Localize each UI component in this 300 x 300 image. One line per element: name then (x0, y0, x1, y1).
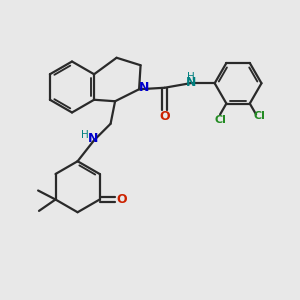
Text: Cl: Cl (214, 115, 226, 125)
Text: N: N (185, 76, 196, 89)
Text: H: H (187, 72, 195, 82)
Text: O: O (159, 110, 170, 123)
Text: O: O (117, 193, 127, 206)
Text: N: N (139, 81, 150, 94)
Text: H: H (81, 130, 89, 140)
Text: Cl: Cl (253, 111, 265, 121)
Text: N: N (87, 132, 98, 145)
